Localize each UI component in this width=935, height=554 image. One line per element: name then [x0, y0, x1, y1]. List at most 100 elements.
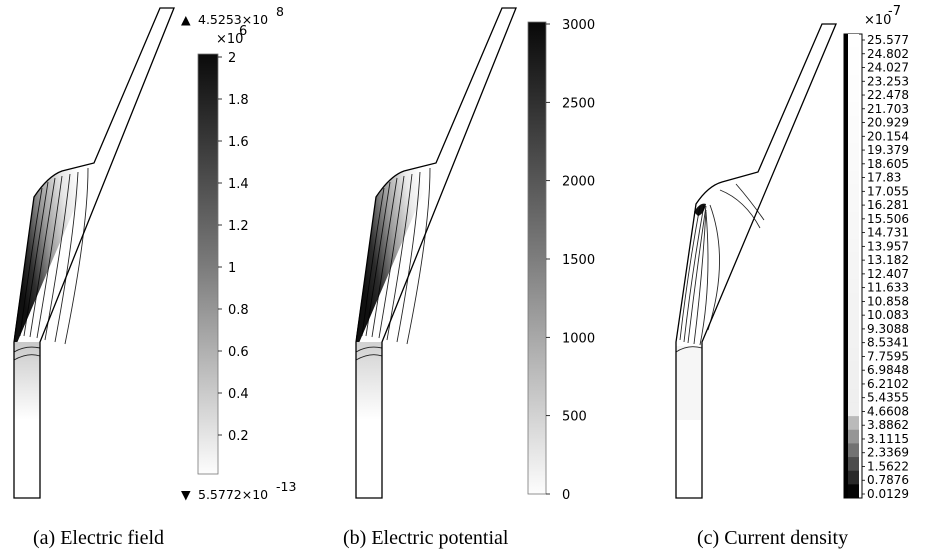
- colorbar-tick-label: 9.3088: [867, 322, 909, 336]
- geometry-c: [675, 23, 837, 499]
- colorbar-a: ×10 6 2 1.8 1.6 1.4 1.2 1 0.8 0.6 0.4 0.2: [197, 24, 249, 475]
- colorbar-band: [848, 470, 859, 485]
- colorbar-band: [848, 61, 859, 76]
- colorbar-tick-label: 19.379: [867, 143, 909, 157]
- colorbar-tick-label: 1.8: [228, 93, 249, 108]
- colorbar-band: [848, 184, 859, 199]
- colorbar-band: [848, 129, 859, 144]
- colorbar-tick-label: 3.1115: [867, 432, 909, 446]
- colorbar-tick-label: 20.929: [867, 116, 909, 130]
- colorbar-tick-label: 4.6608: [867, 404, 909, 418]
- colorbar-tick-label: 0: [562, 488, 570, 503]
- colorbar-a-exponent: ×10: [216, 32, 243, 47]
- colorbar-band: [848, 238, 859, 253]
- colorbar-tick-label: 24.027: [867, 61, 909, 75]
- colorbar-tick-label: 1500: [562, 253, 595, 268]
- colorbar-tick-label: 6.9848: [867, 363, 909, 377]
- colorbar-tick-label: 14.731: [867, 226, 909, 240]
- min-marker: ▼ 5.5772×10 -13: [181, 479, 296, 502]
- colorbar-tick-label: 12.407: [867, 267, 909, 281]
- max-marker-symbol: ▲: [181, 12, 191, 27]
- colorbar-band: [848, 252, 859, 267]
- colorbar-band: [848, 443, 859, 458]
- colorbar-band: [848, 47, 859, 62]
- colorbar-c-exponent-power: -7: [888, 4, 901, 19]
- colorbar-band: [848, 211, 859, 226]
- colorbar-tick-label: 11.633: [867, 281, 909, 295]
- colorbar-band: [848, 115, 859, 131]
- colorbar-band: [848, 334, 859, 349]
- colorbar-band: [848, 402, 859, 417]
- colorbar-tick-label: 3.8862: [867, 418, 909, 432]
- colorbar-tick-label: 1000: [562, 331, 595, 346]
- colorbar-tick-label: 23.253: [867, 74, 909, 88]
- colorbar-a-exponent-power: 6: [239, 24, 247, 39]
- colorbar-tick-label: 7.7595: [867, 349, 909, 363]
- colorbar-band: [848, 266, 859, 281]
- colorbar-tick-label: 13.957: [867, 239, 909, 253]
- colorbar-tick-label: 20.154: [867, 129, 909, 143]
- colorbar-tick-label: 6.2102: [867, 377, 909, 391]
- colorbar-band: [848, 457, 859, 472]
- colorbar-tick-label: 21.703: [867, 102, 909, 116]
- colorbar-tick-label: 5.4355: [867, 391, 909, 405]
- panel-electric-field: ▲ 4.5253×10 8 ▼ 5.5772×10 -13 ×10 6 2 1.8…: [13, 4, 296, 549]
- colorbar-b: 3000 2500 2000 1500 1000 500 0: [527, 18, 595, 503]
- max-marker-value: 4.5253×10: [198, 12, 268, 27]
- colorbar-tick-label: 15.506: [867, 212, 909, 226]
- geometry-a: [13, 7, 175, 499]
- colorbar-tick-label: 1.4: [228, 177, 249, 192]
- colorbar-band: [848, 156, 859, 171]
- colorbar-tick-label: 16.281: [867, 198, 909, 212]
- min-marker-value: 5.5772×10: [198, 487, 268, 502]
- colorbar-band: [848, 197, 859, 212]
- colorbar-tick-label: 25.577: [867, 33, 909, 47]
- colorbar-tick-label: 18.605: [867, 157, 909, 171]
- panel-electric-potential: 3000 2500 2000 1500 1000 500 0 (b) Electric po…: [343, 7, 595, 549]
- colorbar-tick-label: 1.2: [228, 219, 249, 234]
- colorbar-band: [848, 88, 859, 103]
- colorbar-edge: [844, 34, 848, 498]
- colorbar-band: [848, 388, 859, 403]
- colorbar-band: [848, 143, 859, 158]
- max-marker: ▲ 4.5253×10 8: [181, 4, 284, 27]
- min-marker-symbol: ▼: [181, 487, 191, 502]
- colorbar-band: [848, 293, 859, 308]
- colorbar-tick-label: 17.055: [867, 184, 909, 198]
- colorbar-band: [848, 74, 859, 90]
- colorbar-tick-label: 8.5341: [867, 336, 909, 350]
- colorbar-band: [848, 170, 859, 185]
- colorbar-band: [848, 429, 859, 444]
- colorbar-band: [848, 416, 859, 431]
- colorbar-tick-label: 10.858: [867, 294, 909, 308]
- colorbar-band: [848, 102, 859, 117]
- caption-b: (b) Electric potential: [343, 527, 509, 549]
- colorbar-band: [848, 375, 859, 390]
- colorbar-band: [848, 361, 859, 376]
- colorbar-tick-label: 0.2: [228, 429, 249, 444]
- colorbar-band: [848, 306, 859, 322]
- colorbar-tick-label: 2000: [562, 175, 595, 190]
- colorbar-tick-label: 0.4: [228, 387, 249, 402]
- colorbar-tick-label: 0.8: [228, 303, 249, 318]
- colorbar-tick-label: 1: [228, 261, 236, 276]
- caption-a: (a) Electric field: [33, 527, 164, 549]
- colorbar-tick-label: 3000: [562, 18, 595, 33]
- colorbar-tick-label: 0.6: [228, 345, 249, 360]
- colorbar-tick-label: 22.478: [867, 88, 909, 102]
- colorbar-tick-label: 24.802: [867, 47, 909, 61]
- colorbar-tick-label: 1.6: [228, 135, 249, 150]
- colorbar-tick-label: 1.5622: [867, 459, 909, 473]
- colorbar-tick-label: 13.182: [867, 253, 909, 267]
- caption-c: (c) Current density: [697, 527, 848, 549]
- colorbar-band: [848, 279, 859, 294]
- colorbar-tick-label: 2500: [562, 96, 595, 111]
- panel-current-density: ×10 -7 25.57724.80224.02723.25322.47821.…: [675, 4, 909, 549]
- colorbar-tick-label: 2.3369: [867, 446, 909, 460]
- colorbar-tick-label: 0.7876: [867, 473, 909, 487]
- colorbar-tick-label: 500: [562, 410, 587, 425]
- colorbar-band: [848, 320, 859, 335]
- colorbar-band: [848, 225, 859, 240]
- colorbar-band: [848, 347, 859, 363]
